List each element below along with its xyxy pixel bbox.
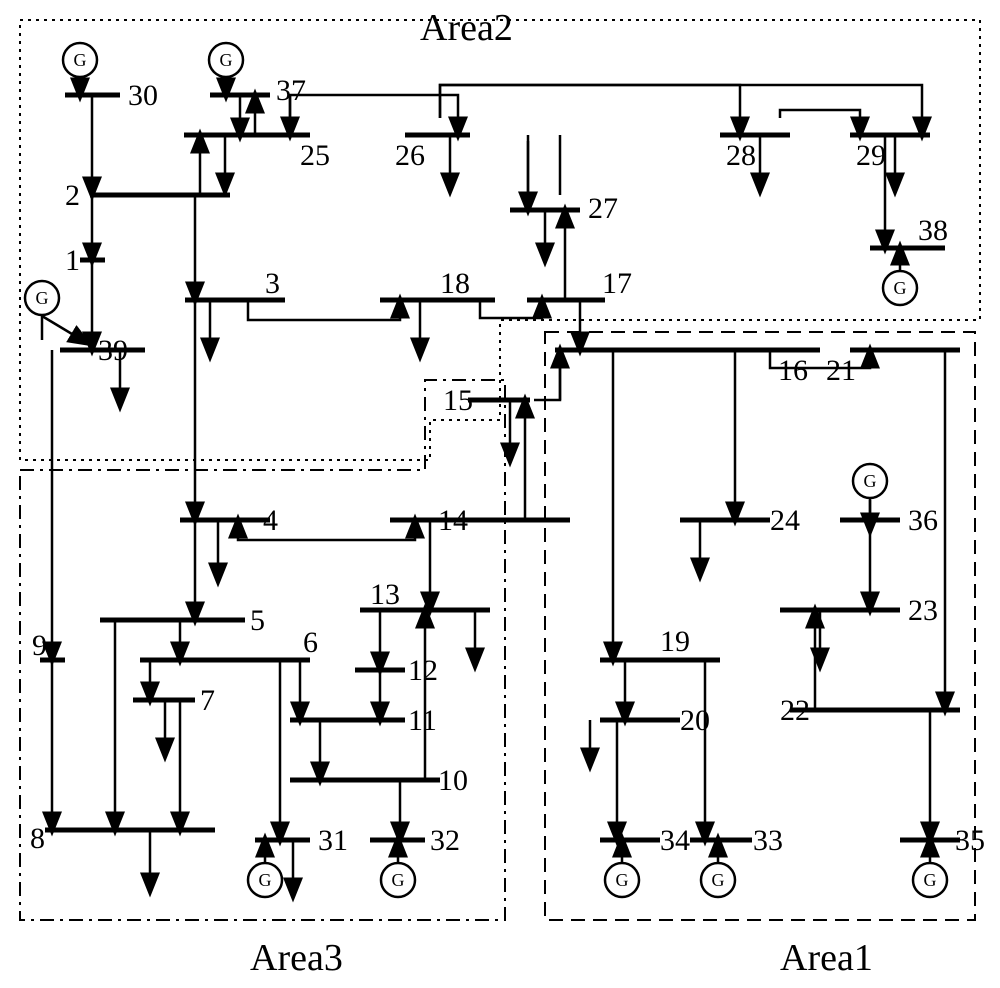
- generator-33: G: [701, 863, 735, 897]
- bus-label-18: 18: [440, 267, 470, 300]
- generator-37: G: [209, 43, 243, 77]
- load-arrows: [120, 95, 895, 890]
- bus-label-32: 32: [430, 824, 460, 857]
- svg-text:G: G: [36, 288, 49, 308]
- generators: G G G G G G G G G G: [25, 43, 947, 897]
- bus-label-7: 7: [200, 684, 215, 717]
- area3-label: Area3: [250, 937, 343, 979]
- bus-label-28: 28: [726, 139, 756, 172]
- bus-label-10: 10: [438, 764, 468, 797]
- svg-text:G: G: [259, 870, 272, 890]
- bus-label-4: 4: [263, 504, 278, 537]
- bus-label-11: 11: [408, 704, 437, 737]
- bus-label-15: 15: [443, 384, 473, 417]
- bus-label-2: 2: [65, 179, 80, 212]
- bus-label-24: 24: [770, 504, 800, 537]
- generator-31: G: [248, 863, 282, 897]
- bus-label-31: 31: [318, 824, 348, 857]
- bus-label-38: 38: [918, 214, 948, 247]
- bus-label-22: 22: [780, 694, 810, 727]
- svg-text:G: G: [74, 50, 87, 70]
- generator-30: G: [63, 43, 97, 77]
- area2-label: Area2: [420, 7, 513, 49]
- bus-label-36: 36: [908, 504, 938, 537]
- generator-32: G: [381, 863, 415, 897]
- generator-34: G: [605, 863, 639, 897]
- generator-36: G: [853, 464, 887, 498]
- bus-label-25: 25: [300, 139, 330, 172]
- bus-label-33: 33: [753, 824, 783, 857]
- bus-label-21: 21: [826, 354, 856, 387]
- svg-text:G: G: [220, 50, 233, 70]
- bus-label-9: 9: [32, 629, 47, 662]
- svg-text:G: G: [712, 870, 725, 890]
- bus-label-29: 29: [856, 139, 886, 172]
- bus-label-35: 35: [955, 824, 985, 857]
- bus-label-16: 16: [778, 354, 808, 387]
- bus-label-37: 37: [276, 74, 306, 107]
- bus-label-23: 23: [908, 594, 938, 627]
- bus-labels: 1234567891011121314151617181920212223242…: [30, 74, 985, 857]
- area1-label: Area1: [780, 937, 873, 979]
- bus-label-30: 30: [128, 79, 158, 112]
- bus-label-26: 26: [395, 139, 425, 172]
- bus-label-17: 17: [602, 267, 632, 300]
- bus-label-12: 12: [408, 654, 438, 687]
- svg-text:G: G: [864, 471, 877, 491]
- generator-39: G: [25, 281, 59, 315]
- generator-38: G: [883, 271, 917, 305]
- power-system-diagram: Area2 Area3 Area1 GGGGGGGGGG 12345678910…: [0, 0, 1000, 988]
- bus-label-13: 13: [370, 578, 400, 611]
- bus-label-14: 14: [438, 504, 468, 537]
- bus-label-34: 34: [660, 824, 690, 857]
- svg-text:G: G: [894, 278, 907, 298]
- svg-text:G: G: [392, 870, 405, 890]
- svg-text:G: G: [616, 870, 629, 890]
- bus-label-19: 19: [660, 625, 690, 658]
- bus-label-39: 39: [98, 334, 128, 367]
- bus-label-5: 5: [250, 604, 265, 637]
- bus-label-3: 3: [265, 267, 280, 300]
- bus-label-8: 8: [30, 822, 45, 855]
- buses: [40, 95, 960, 840]
- bus-label-20: 20: [680, 704, 710, 737]
- bus-label-1: 1: [65, 244, 80, 277]
- bus-label-6: 6: [303, 626, 318, 659]
- svg-text:G: G: [924, 870, 937, 890]
- generator-35: G: [913, 863, 947, 897]
- bus-label-27: 27: [588, 192, 618, 225]
